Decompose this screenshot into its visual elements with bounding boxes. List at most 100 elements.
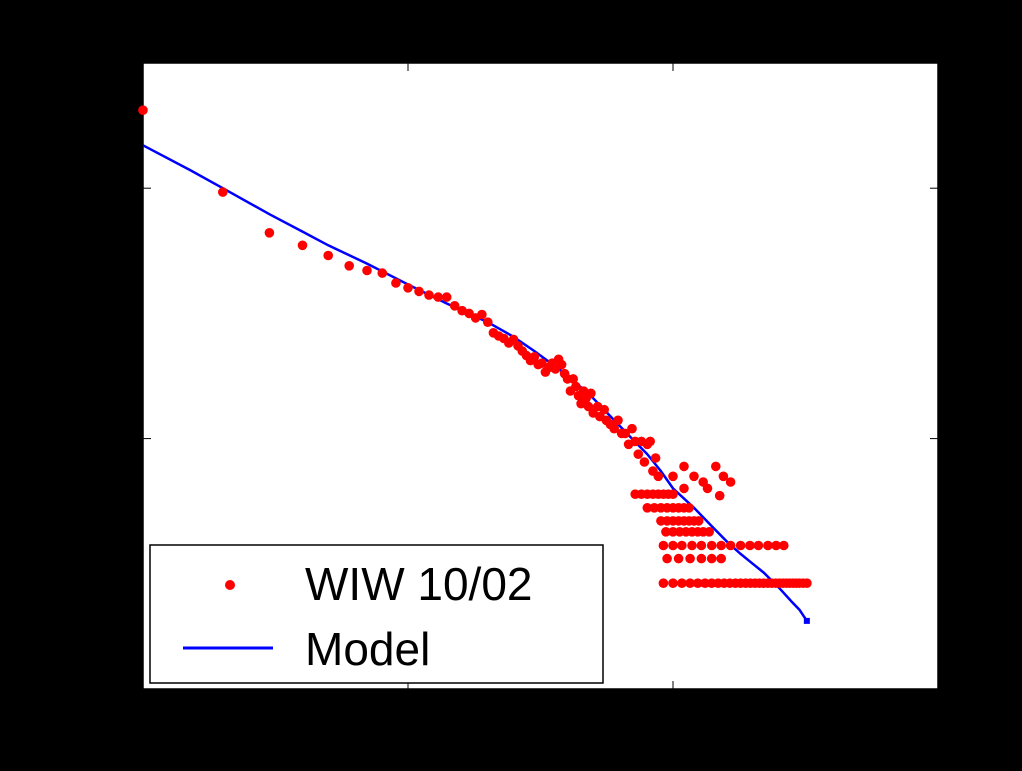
data-point: [685, 578, 695, 588]
data-point: [725, 477, 736, 487]
data-point: [679, 461, 689, 472]
data-point: [578, 386, 589, 396]
x-tick-label: 10 2: [646, 716, 699, 763]
data-point: [414, 286, 424, 297]
data-point: [685, 553, 695, 564]
data-point: [477, 309, 487, 320]
data-point: [650, 453, 661, 463]
x-tick-label: 10 0: [116, 716, 169, 763]
data-point: [264, 228, 275, 238]
data-point: [779, 540, 789, 551]
data-point: [653, 471, 664, 482]
data-point: [297, 240, 308, 251]
legend-box: [149, 544, 604, 684]
data-points-group: [138, 105, 812, 588]
data-point: [684, 503, 694, 513]
data-point: [693, 578, 703, 588]
data-point: [433, 292, 444, 302]
data-point: [677, 540, 687, 551]
legend: WIW 10/02 Model: [149, 544, 604, 684]
data-point: [706, 540, 717, 551]
y-tick-label-base: 10: [68, 169, 108, 210]
y-tick-label: 10 -5: [68, 664, 129, 711]
data-point: [218, 187, 228, 197]
data-point: [613, 415, 623, 426]
data-point: [698, 477, 708, 487]
y-tick-label-base: 10: [68, 670, 108, 711]
data-point: [673, 553, 684, 564]
data-point: [633, 449, 644, 460]
data-point: [668, 471, 678, 482]
x-axis-label: k: [905, 723, 924, 764]
y-tick-label-base: 10: [68, 420, 108, 461]
y-axis-label: p(k): [53, 70, 115, 111]
data-point: [771, 540, 781, 551]
data-point: [716, 553, 726, 564]
y-tick-label: 10 -3: [68, 414, 129, 461]
data-point: [599, 404, 609, 415]
data-point: [537, 358, 547, 369]
data-point: [556, 359, 567, 370]
data-point: [662, 553, 672, 564]
data-point: [716, 540, 726, 551]
data-point: [529, 352, 540, 362]
data-point: [642, 503, 653, 513]
data-point: [658, 540, 669, 551]
data-point: [658, 578, 669, 588]
y-tick-label-exponent: -1: [108, 163, 129, 190]
x-tick-label-base: 10: [646, 722, 686, 763]
data-point: [568, 374, 578, 384]
y-tick-label-exponent: -5: [108, 664, 129, 691]
legend-label-points: WIW 10/02: [305, 558, 533, 610]
data-point: [668, 527, 678, 537]
data-point: [138, 105, 148, 115]
data-point: [571, 381, 581, 392]
data-point: [323, 250, 334, 261]
data-point: [725, 540, 736, 551]
data-point: [718, 471, 729, 482]
data-point: [677, 578, 687, 588]
tick-labels-group: 10 -510 -310 -110 0 10 1 10 2: [68, 163, 700, 763]
data-point: [620, 428, 630, 439]
data-point: [687, 540, 697, 551]
data-point: [391, 278, 401, 288]
data-point: [344, 261, 355, 271]
data-point: [763, 540, 773, 551]
y-tick-label: 10 -1: [68, 163, 129, 210]
x-tick-label-base: 10: [381, 722, 421, 763]
legend-marker-points: [225, 580, 235, 590]
data-point: [689, 471, 699, 482]
data-point: [661, 527, 671, 537]
model-line-end-marker: [803, 617, 810, 624]
data-point: [735, 540, 746, 551]
data-point: [668, 540, 678, 551]
data-point: [693, 516, 704, 526]
data-point: [802, 578, 812, 588]
data-point: [704, 527, 714, 537]
data-point: [627, 423, 637, 434]
data-point: [449, 301, 460, 311]
data-point: [753, 540, 764, 551]
y-tick-label-exponent: -3: [108, 414, 129, 441]
data-point: [362, 265, 372, 276]
data-point: [711, 461, 721, 472]
data-point: [668, 489, 678, 500]
data-point: [714, 490, 725, 501]
data-point: [679, 483, 689, 494]
x-tick-label-base: 10: [116, 722, 156, 763]
data-point: [586, 388, 596, 399]
data-point: [424, 290, 434, 300]
legend-label-model: Model: [305, 623, 430, 675]
x-tick-label-exponent: 2: [686, 716, 699, 743]
data-point: [696, 540, 707, 551]
data-point: [745, 540, 755, 551]
data-point: [700, 578, 710, 588]
x-tick-label-exponent: 1: [421, 716, 434, 743]
data-point: [649, 503, 660, 513]
data-point: [668, 578, 678, 588]
data-point: [609, 423, 619, 434]
data-point: [645, 436, 655, 447]
data-point: [483, 317, 493, 328]
data-point: [706, 553, 717, 564]
